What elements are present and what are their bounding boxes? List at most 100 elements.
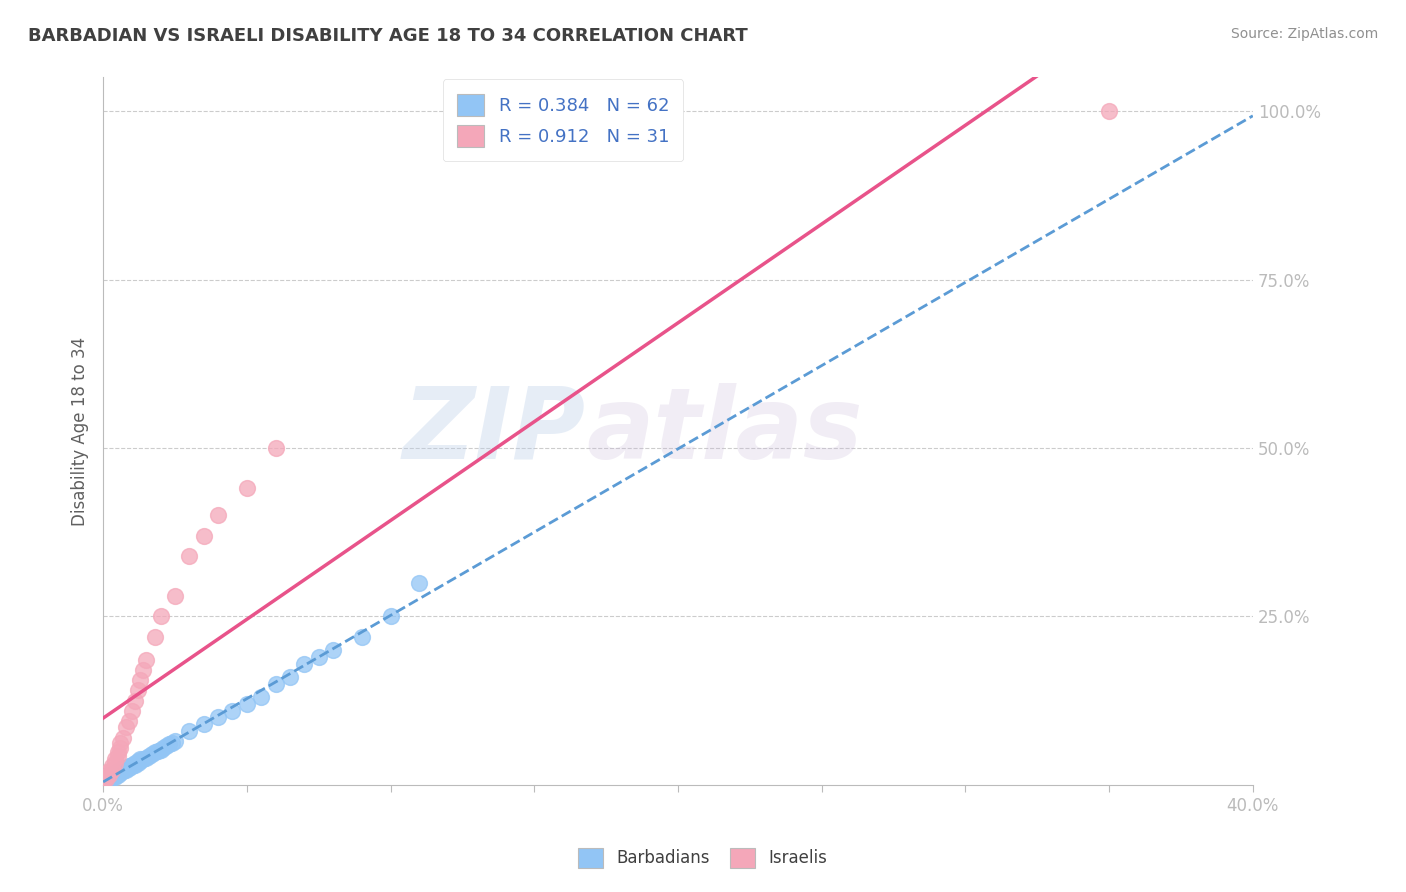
Point — [94, 772, 117, 787]
Point — [112, 764, 135, 779]
Point — [129, 752, 152, 766]
Point — [100, 763, 122, 777]
Point — [143, 630, 166, 644]
Text: BARBADIAN VS ISRAELI DISABILITY AGE 18 TO 34 CORRELATION CHART: BARBADIAN VS ISRAELI DISABILITY AGE 18 T… — [28, 27, 748, 45]
Point — [236, 697, 259, 711]
Point — [127, 756, 149, 771]
Point — [141, 747, 163, 762]
Point — [193, 717, 215, 731]
Point — [278, 670, 301, 684]
Point — [110, 764, 132, 779]
Point — [135, 751, 157, 765]
Point — [135, 653, 157, 667]
Point — [163, 589, 186, 603]
Point — [104, 765, 127, 780]
Point — [143, 746, 166, 760]
Point — [193, 528, 215, 542]
Point — [124, 757, 146, 772]
Point — [1098, 104, 1121, 119]
Point — [308, 649, 330, 664]
Point — [91, 774, 114, 789]
Text: ZIP: ZIP — [404, 383, 586, 480]
Point — [100, 767, 122, 781]
Point — [121, 757, 143, 772]
Point — [124, 693, 146, 707]
Point — [107, 765, 129, 780]
Point — [107, 764, 129, 779]
Point — [115, 761, 138, 775]
Point — [100, 770, 122, 784]
Point — [380, 609, 402, 624]
Point — [104, 770, 127, 784]
Point — [104, 752, 127, 766]
Point — [149, 609, 172, 624]
Point — [94, 772, 117, 787]
Text: Source: ZipAtlas.com: Source: ZipAtlas.com — [1230, 27, 1378, 41]
Point — [179, 549, 201, 563]
Legend: Barbadians, Israelis: Barbadians, Israelis — [572, 841, 834, 875]
Point — [322, 643, 344, 657]
Point — [350, 630, 373, 644]
Point — [138, 749, 160, 764]
Point — [121, 759, 143, 773]
Point — [124, 756, 146, 771]
Point — [112, 761, 135, 775]
Point — [110, 740, 132, 755]
Point — [160, 736, 183, 750]
Point — [112, 731, 135, 745]
Point — [94, 770, 117, 784]
Point — [110, 736, 132, 750]
Point — [221, 704, 243, 718]
Point — [179, 723, 201, 738]
Point — [110, 765, 132, 780]
Point — [94, 770, 117, 784]
Point — [115, 721, 138, 735]
Point — [118, 714, 141, 728]
Point — [100, 759, 122, 773]
Point — [107, 767, 129, 781]
Point — [207, 710, 229, 724]
Point — [129, 673, 152, 688]
Point — [91, 774, 114, 789]
Point — [149, 742, 172, 756]
Point — [292, 657, 315, 671]
Point — [132, 752, 155, 766]
Point — [97, 771, 120, 785]
Point — [97, 767, 120, 781]
Point — [207, 508, 229, 523]
Point — [97, 772, 120, 787]
Point — [118, 759, 141, 773]
Point — [157, 737, 180, 751]
Point — [146, 744, 169, 758]
Y-axis label: Disability Age 18 to 34: Disability Age 18 to 34 — [72, 336, 89, 525]
Point — [236, 481, 259, 495]
Point — [112, 763, 135, 777]
Point — [118, 761, 141, 775]
Point — [107, 749, 129, 764]
Point — [264, 676, 287, 690]
Point — [132, 663, 155, 677]
Point — [163, 734, 186, 748]
Point — [110, 763, 132, 777]
Point — [104, 767, 127, 781]
Point — [250, 690, 273, 705]
Point — [97, 764, 120, 779]
Point — [97, 770, 120, 784]
Point — [97, 767, 120, 781]
Point — [152, 740, 174, 755]
Point — [94, 774, 117, 789]
Point — [127, 754, 149, 768]
Point — [100, 771, 122, 785]
Point — [408, 575, 430, 590]
Point — [107, 746, 129, 760]
Point — [121, 704, 143, 718]
Legend: R = 0.384   N = 62, R = 0.912   N = 31: R = 0.384 N = 62, R = 0.912 N = 31 — [443, 79, 683, 161]
Text: atlas: atlas — [586, 383, 862, 480]
Point — [129, 754, 152, 768]
Point — [115, 763, 138, 777]
Point — [127, 683, 149, 698]
Point — [155, 739, 177, 753]
Point — [104, 756, 127, 771]
Point — [94, 771, 117, 785]
Point — [264, 441, 287, 455]
